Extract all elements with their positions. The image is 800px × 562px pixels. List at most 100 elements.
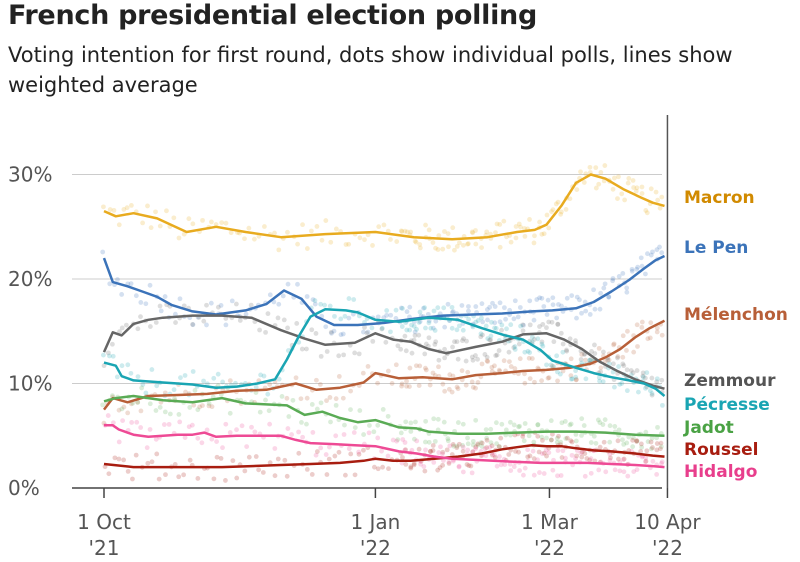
poll-dot	[520, 433, 526, 439]
poll-dot	[559, 303, 564, 309]
poll-dot	[451, 443, 457, 449]
poll-dot	[384, 308, 390, 313]
poll-dot	[593, 165, 599, 171]
poll-dot	[398, 228, 404, 234]
poll-dot	[449, 325, 455, 331]
poll-dot	[318, 400, 324, 406]
poll-dot	[285, 426, 291, 431]
poll-dot	[381, 222, 387, 228]
poll-dot	[473, 241, 479, 247]
poll-dot	[527, 376, 533, 382]
poll-dot	[348, 407, 353, 412]
poll-dot	[622, 197, 628, 203]
poll-dot	[554, 353, 560, 359]
poll-dot	[426, 335, 432, 341]
poll-dot	[482, 352, 488, 357]
poll-dot	[616, 456, 621, 462]
poll-dot	[607, 451, 613, 457]
poll-dot	[654, 247, 660, 253]
poll-dot	[521, 322, 526, 328]
poll-dot	[385, 368, 391, 374]
poll-dot	[256, 467, 262, 473]
poll-dot	[257, 409, 263, 415]
poll-dot	[625, 328, 630, 334]
poll-dot	[204, 302, 209, 308]
poll-dot	[190, 221, 196, 227]
poll-dot	[153, 209, 158, 215]
poll-dot	[511, 345, 517, 350]
poll-dot	[156, 476, 162, 482]
poll-dot	[620, 457, 626, 462]
poll-dot	[597, 378, 602, 384]
poll-dot	[589, 349, 594, 354]
poll-dot	[272, 473, 278, 479]
poll-dot	[612, 175, 617, 181]
poll-dot	[276, 247, 282, 253]
poll-dot	[578, 169, 583, 175]
poll-dot	[148, 225, 154, 231]
poll-dot	[296, 450, 302, 456]
poll-dot	[560, 368, 566, 374]
poll-dot	[558, 439, 564, 445]
poll-dot	[423, 341, 429, 347]
poll-dot	[655, 424, 660, 430]
poll-dot	[178, 375, 183, 381]
poll-dot	[199, 440, 205, 446]
chart-title: French presidential election polling	[8, 0, 537, 31]
poll-dot	[249, 424, 254, 430]
poll-dot	[304, 421, 309, 427]
poll-dot	[417, 245, 423, 251]
poll-dot	[621, 363, 627, 369]
poll-dot	[454, 339, 460, 345]
poll-dot	[645, 439, 651, 445]
poll-dot	[639, 319, 645, 325]
poll-dot	[507, 307, 513, 313]
poll-dot	[454, 443, 460, 449]
poll-dot	[534, 297, 540, 302]
poll-dot	[139, 385, 145, 391]
poll-dot	[116, 456, 122, 462]
poll-dot	[101, 363, 107, 369]
poll-dot	[455, 420, 461, 425]
poll-dot	[430, 325, 436, 331]
poll-dot	[195, 435, 201, 441]
poll-dot	[544, 435, 549, 441]
poll-dot	[465, 447, 471, 453]
poll-dot	[119, 292, 125, 297]
poll-dot	[116, 439, 122, 445]
poll-dot	[475, 318, 481, 323]
poll-dot	[171, 387, 177, 393]
poll-dot	[556, 302, 561, 307]
poll-dot	[473, 417, 479, 423]
poll-dot	[440, 246, 446, 252]
poll-dot	[204, 381, 210, 387]
chart-subtitle: Voting intention for first round, dots s…	[8, 43, 733, 97]
poll-dot	[201, 318, 207, 324]
poll-dot	[630, 178, 636, 183]
poll-dot	[578, 450, 584, 456]
poll-dot	[591, 433, 597, 439]
poll-dot	[393, 307, 399, 313]
poll-dot	[659, 402, 665, 408]
poll-dot	[336, 374, 342, 379]
poll-dot	[555, 369, 560, 375]
poll-dot	[475, 356, 480, 362]
poll-dot	[539, 295, 545, 301]
poll-dot	[459, 303, 465, 308]
poll-dot	[360, 329, 366, 335]
poll-dot	[579, 432, 584, 438]
poll-dot	[535, 422, 541, 427]
poll-dot	[596, 181, 602, 187]
poll-dot	[659, 377, 665, 383]
poll-dot	[466, 463, 472, 468]
poll-dot	[441, 305, 447, 311]
poll-dot	[639, 263, 645, 269]
poll-dot	[214, 439, 219, 445]
poll-dot	[417, 242, 423, 247]
poll-dot	[624, 289, 630, 295]
poll-dot	[446, 386, 452, 392]
poll-dot	[409, 350, 415, 356]
poll-dot	[587, 164, 593, 170]
poll-dot	[251, 236, 257, 242]
